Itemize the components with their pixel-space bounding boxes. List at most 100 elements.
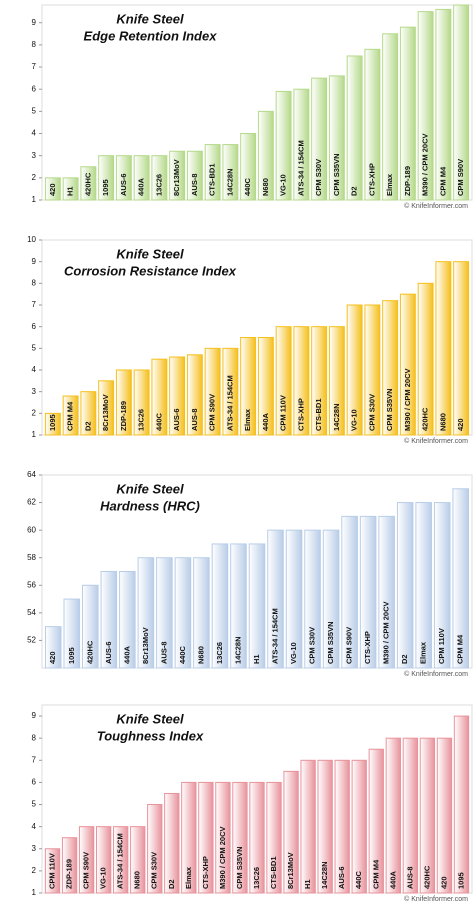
bar: [328, 326, 345, 436]
bar: [368, 748, 384, 894]
category-label: N680: [438, 413, 447, 431]
y-tick-label: 5: [32, 343, 37, 352]
category-label: 13C26: [154, 174, 163, 196]
category-label: CPM S35VN: [235, 846, 244, 889]
y-tick-label: 58: [27, 553, 36, 562]
y-tick-label: 8: [32, 278, 37, 287]
bar: [396, 502, 414, 669]
category-label: ZDP-189: [65, 859, 74, 889]
category-label: VG-10: [350, 409, 359, 431]
category-label: ZDP-189: [119, 401, 128, 431]
y-tick-label: 2: [32, 173, 37, 182]
bar: [385, 737, 401, 894]
category-label: 420HC: [422, 865, 431, 889]
bar: [341, 515, 358, 669]
bar: [98, 155, 115, 201]
y-tick-label: 9: [32, 711, 37, 720]
y-tick-label: 52: [27, 636, 36, 645]
bar: [115, 155, 132, 201]
bar: [334, 759, 350, 894]
category-label: CPM S90V: [82, 852, 91, 889]
bar: [100, 571, 118, 669]
category-label: 420: [48, 183, 57, 196]
y-tick-label: 2: [32, 408, 37, 417]
bar: [82, 584, 99, 669]
category-label: ATS-34 / 154CM: [116, 833, 125, 889]
bar: [240, 337, 257, 436]
bar: [275, 326, 292, 436]
bar: [137, 557, 155, 669]
category-label: AUS-6: [337, 866, 346, 889]
y-tick-label: 3: [32, 151, 37, 160]
category-label: CTS-BD1: [208, 163, 217, 196]
y-tick-label: 5: [32, 106, 37, 115]
source-note: © KnifeInformer.com: [404, 895, 468, 903]
category-label: 420: [456, 418, 465, 431]
category-label: AUS-6: [104, 641, 113, 664]
chart-subtitle: Toughness Index: [97, 728, 204, 743]
bar: [169, 356, 186, 436]
bar: [204, 144, 221, 201]
bar: [399, 26, 416, 201]
category-label: 440A: [388, 870, 397, 889]
bar: [275, 90, 292, 201]
category-label: CPM S30V: [314, 159, 323, 196]
bar: [433, 502, 451, 669]
y-tick-label: 3: [32, 387, 37, 396]
bar: [113, 826, 129, 894]
bar: [164, 792, 180, 894]
category-label: VG-10: [289, 642, 298, 664]
bar: [317, 759, 333, 894]
bar: [98, 380, 115, 436]
category-label: 420HC: [421, 407, 430, 431]
category-label: CPM M4: [456, 634, 465, 664]
y-tick-label: 4: [32, 822, 37, 831]
y-tick-label: 64: [27, 470, 36, 479]
category-label: AUS-8: [159, 641, 168, 664]
category-label: ATS-34 / 154CM: [296, 140, 305, 196]
category-label: 8Cr13MoV: [141, 627, 150, 664]
bar: [435, 8, 452, 201]
chart-subtitle: Hardness (HRC): [100, 498, 200, 513]
bar: [130, 826, 146, 894]
bar: [266, 781, 282, 894]
category-label: 1095: [456, 872, 465, 889]
bar: [198, 781, 214, 894]
bar: [151, 155, 168, 201]
category-label: 8Cr13MoV: [101, 394, 110, 431]
category-label: CPM S35VN: [385, 388, 394, 431]
bar: [311, 326, 328, 436]
bar: [133, 369, 150, 436]
y-tick-label: 6: [32, 322, 37, 331]
y-tick-label: 56: [27, 580, 36, 589]
bar: [186, 150, 203, 201]
bar: [419, 737, 436, 894]
source-note: © KnifeInformer.com: [404, 670, 468, 678]
category-label: CTS-BD1: [269, 856, 278, 889]
y-tick-label: 9: [32, 257, 37, 266]
y-tick-label: 10: [27, 235, 36, 244]
bar: [230, 543, 247, 669]
bar: [415, 502, 432, 669]
y-tick-label: 9: [32, 18, 37, 27]
category-label: 13C26: [215, 642, 224, 664]
bar: [193, 557, 210, 669]
bar: [133, 155, 150, 201]
source-note: © KnifeInformer.com: [404, 202, 468, 210]
bar: [174, 557, 192, 669]
bar: [328, 75, 345, 201]
category-label: N680: [196, 646, 205, 664]
category-label: M390 / CPM 20CV: [403, 368, 412, 431]
bar: [402, 737, 419, 894]
y-tick-label: 1: [32, 430, 37, 439]
y-tick-label: 5: [32, 800, 37, 809]
bar: [181, 781, 197, 894]
bar: [283, 770, 299, 894]
bar: [186, 354, 203, 436]
bar: [61, 837, 78, 894]
category-label: CPM 110V: [437, 628, 446, 664]
category-label: CPM M4: [438, 166, 447, 196]
category-label: D2: [350, 186, 359, 196]
bar: [151, 358, 168, 436]
